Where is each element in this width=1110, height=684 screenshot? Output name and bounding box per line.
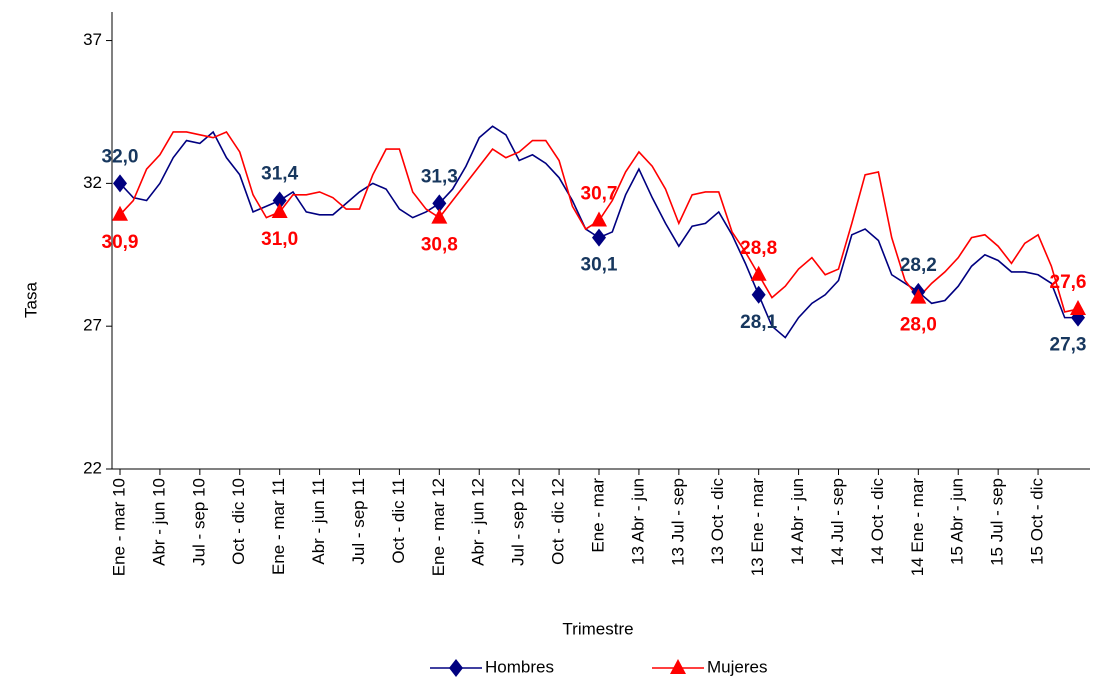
data-label: 27,3 (1050, 335, 1087, 356)
data-label: 28,1 (740, 312, 777, 333)
x-tick-label: 14 Abr - jun (788, 478, 807, 565)
y-tick-label: 32 (83, 173, 102, 192)
data-marker (271, 202, 288, 218)
y-tick-label: 22 (83, 458, 102, 477)
x-tick-label: Ene - mar 11 (269, 478, 288, 575)
data-label: 30,7 (581, 184, 618, 205)
data-label: 28,8 (740, 238, 777, 259)
x-tick-label: 15 Abr - jun (948, 478, 967, 565)
legend-marker (449, 659, 463, 677)
x-tick-label: Jul - sep 10 (189, 478, 208, 566)
x-axis-label: Trimestre (562, 619, 633, 638)
x-tick-label: 13 Oct - dic (708, 478, 727, 565)
data-marker (112, 205, 128, 221)
data-marker (751, 285, 766, 304)
x-tick-label: 15 Oct - dic (1028, 478, 1047, 565)
data-marker (431, 208, 448, 224)
data-marker (432, 194, 447, 213)
data-marker (910, 288, 927, 304)
x-tick-label: 13 Ene - mar (748, 478, 767, 577)
x-tick-label: Ene - mar 10 (109, 478, 128, 576)
x-tick-label: Jul - sep 11 (349, 478, 368, 565)
x-tick-label: Ene - mar 12 (429, 478, 448, 576)
y-tick-label: 37 (83, 30, 102, 49)
x-tick-label: 14 Oct - dic (868, 478, 887, 565)
x-tick-label: 13 Jul - sep (668, 478, 687, 566)
data-marker (750, 265, 767, 281)
x-tick-label: Oct - dic 10 (229, 478, 248, 565)
y-tick-label: 27 (83, 316, 102, 335)
data-marker (592, 228, 606, 247)
data-label: 31,0 (261, 229, 298, 250)
x-tick-label: Abr - jun 12 (469, 478, 488, 566)
x-tick-label: Oct - dic 11 (389, 478, 408, 564)
x-tick-label: Abr - jun 10 (149, 478, 168, 566)
data-label: 31,3 (421, 166, 458, 187)
data-marker (113, 174, 127, 193)
data-label: 28,0 (900, 315, 937, 336)
data-label: 30,1 (581, 255, 618, 276)
x-tick-label: Abr - jun 11 (309, 478, 328, 565)
data-label: 27,6 (1050, 272, 1087, 293)
data-marker (591, 211, 607, 227)
legend-marker (670, 659, 686, 674)
data-label: 31,4 (261, 164, 298, 185)
x-tick-label: Oct - dic 12 (549, 478, 568, 565)
x-tick-label: 13 Abr - jun (628, 478, 647, 565)
y-axis-label: Tasa (21, 282, 40, 318)
x-tick-label: 15 Jul - sep (988, 478, 1007, 566)
x-tick-label: 14 Jul - sep (828, 478, 847, 566)
data-label: 30,8 (421, 235, 458, 256)
data-label: 28,2 (900, 255, 937, 276)
data-label: 30,9 (102, 232, 139, 253)
legend-label: Mujeres (707, 657, 767, 676)
data-marker (272, 191, 287, 210)
x-tick-label: Ene - mar (588, 478, 607, 553)
x-tick-label: 14 Ene - mar (908, 478, 927, 577)
legend-label: Hombres (485, 657, 554, 676)
x-tick-label: Jul - sep 12 (509, 478, 528, 566)
data-marker (1070, 300, 1086, 316)
data-label: 32,0 (102, 146, 139, 167)
